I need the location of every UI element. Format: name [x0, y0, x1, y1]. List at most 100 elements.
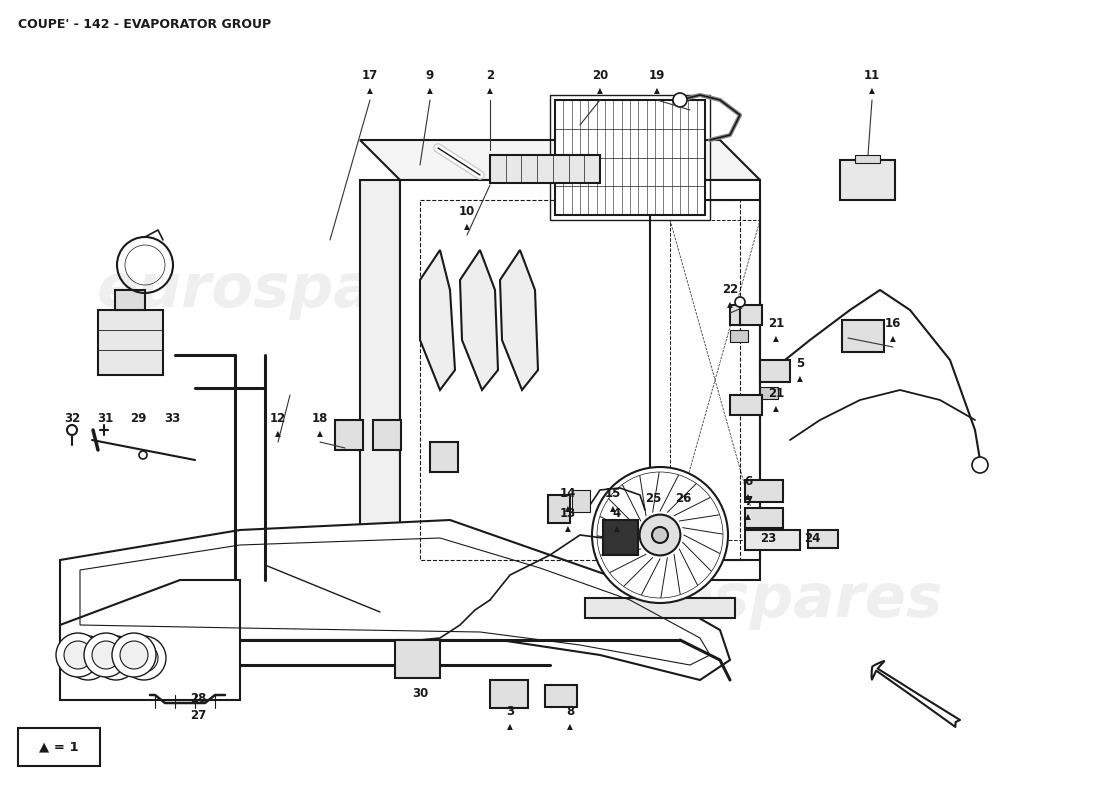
- Bar: [116, 290, 145, 310]
- Circle shape: [592, 467, 728, 603]
- Text: 18: 18: [311, 412, 328, 425]
- Bar: [808, 530, 838, 548]
- Text: 32: 32: [64, 412, 80, 425]
- Bar: [98, 310, 163, 375]
- Text: 12: 12: [270, 412, 286, 425]
- Text: 17: 17: [362, 69, 378, 82]
- Text: ▲: ▲: [507, 722, 513, 731]
- Polygon shape: [460, 250, 498, 390]
- Bar: [336, 420, 363, 450]
- Text: ▲: ▲: [773, 404, 779, 413]
- Text: 25: 25: [645, 492, 661, 505]
- Text: 26: 26: [674, 492, 691, 505]
- Polygon shape: [60, 580, 240, 700]
- Circle shape: [120, 641, 148, 669]
- Bar: [760, 360, 790, 382]
- Text: 4: 4: [613, 507, 621, 520]
- Circle shape: [66, 636, 110, 680]
- Circle shape: [735, 297, 745, 307]
- Bar: [490, 680, 528, 708]
- Circle shape: [102, 644, 130, 672]
- Bar: [585, 598, 735, 618]
- Text: ▲: ▲: [565, 524, 571, 533]
- Text: ▲: ▲: [487, 86, 493, 95]
- Text: 13: 13: [560, 507, 576, 520]
- Bar: [760, 387, 778, 399]
- Bar: [572, 490, 590, 512]
- Text: ▲: ▲: [745, 512, 751, 521]
- Polygon shape: [420, 250, 455, 390]
- Circle shape: [972, 457, 988, 473]
- Bar: [730, 330, 748, 342]
- Bar: [544, 685, 578, 707]
- Text: 21: 21: [768, 317, 784, 330]
- Text: ▲ = 1: ▲ = 1: [40, 741, 79, 754]
- Circle shape: [122, 636, 166, 680]
- Text: eurospares: eurospares: [557, 570, 944, 630]
- Text: ▲: ▲: [275, 429, 280, 438]
- Circle shape: [673, 93, 688, 107]
- Polygon shape: [360, 140, 760, 180]
- Polygon shape: [400, 180, 760, 580]
- Text: ▲: ▲: [654, 86, 660, 95]
- Text: 28: 28: [190, 692, 206, 705]
- Text: 8: 8: [565, 705, 574, 718]
- FancyBboxPatch shape: [18, 728, 100, 766]
- Circle shape: [94, 636, 138, 680]
- Bar: [745, 480, 783, 502]
- Polygon shape: [500, 250, 538, 390]
- Bar: [730, 395, 762, 415]
- Text: 31: 31: [97, 412, 113, 425]
- Circle shape: [112, 633, 156, 677]
- Text: 22: 22: [722, 283, 738, 296]
- Text: ▲: ▲: [869, 86, 874, 95]
- Text: ▲: ▲: [568, 722, 573, 731]
- Text: 2: 2: [486, 69, 494, 82]
- Text: ▲: ▲: [597, 86, 603, 95]
- Text: ▲: ▲: [727, 300, 733, 309]
- Circle shape: [139, 451, 147, 459]
- Text: 7: 7: [744, 495, 752, 508]
- Text: 23: 23: [760, 532, 777, 545]
- Text: ▲: ▲: [745, 492, 751, 501]
- Text: 29: 29: [130, 412, 146, 425]
- Bar: [842, 320, 884, 352]
- Circle shape: [92, 641, 120, 669]
- Text: 15: 15: [605, 487, 621, 500]
- Bar: [556, 100, 705, 215]
- Text: 14: 14: [560, 487, 576, 500]
- Text: ▲: ▲: [610, 504, 616, 513]
- Bar: [548, 495, 570, 523]
- Text: 24: 24: [804, 532, 821, 545]
- Text: 16: 16: [884, 317, 901, 330]
- Text: 11: 11: [864, 69, 880, 82]
- Bar: [745, 508, 783, 528]
- Circle shape: [652, 527, 668, 543]
- Text: 10: 10: [459, 205, 475, 218]
- Text: ▲: ▲: [614, 524, 620, 533]
- Text: 5: 5: [796, 357, 804, 370]
- Bar: [603, 520, 638, 555]
- Polygon shape: [360, 180, 400, 580]
- Text: 6: 6: [744, 475, 752, 488]
- Circle shape: [67, 425, 77, 435]
- Text: 3: 3: [506, 705, 514, 718]
- Polygon shape: [60, 520, 730, 680]
- Text: 30: 30: [411, 687, 428, 700]
- Circle shape: [74, 644, 102, 672]
- Text: ▲: ▲: [890, 334, 895, 343]
- Circle shape: [84, 633, 128, 677]
- Text: 27: 27: [190, 709, 206, 722]
- Text: 9: 9: [426, 69, 434, 82]
- Text: ▲: ▲: [367, 86, 373, 95]
- Text: ▲: ▲: [317, 429, 323, 438]
- Text: ▲: ▲: [464, 222, 470, 231]
- Text: 33: 33: [164, 412, 180, 425]
- Bar: [373, 420, 402, 450]
- Text: ▲: ▲: [798, 374, 803, 383]
- Bar: [430, 442, 458, 472]
- Text: ▲: ▲: [565, 504, 571, 513]
- Text: eurospares: eurospares: [97, 261, 483, 319]
- Text: ▲: ▲: [773, 334, 779, 343]
- Bar: [395, 640, 440, 678]
